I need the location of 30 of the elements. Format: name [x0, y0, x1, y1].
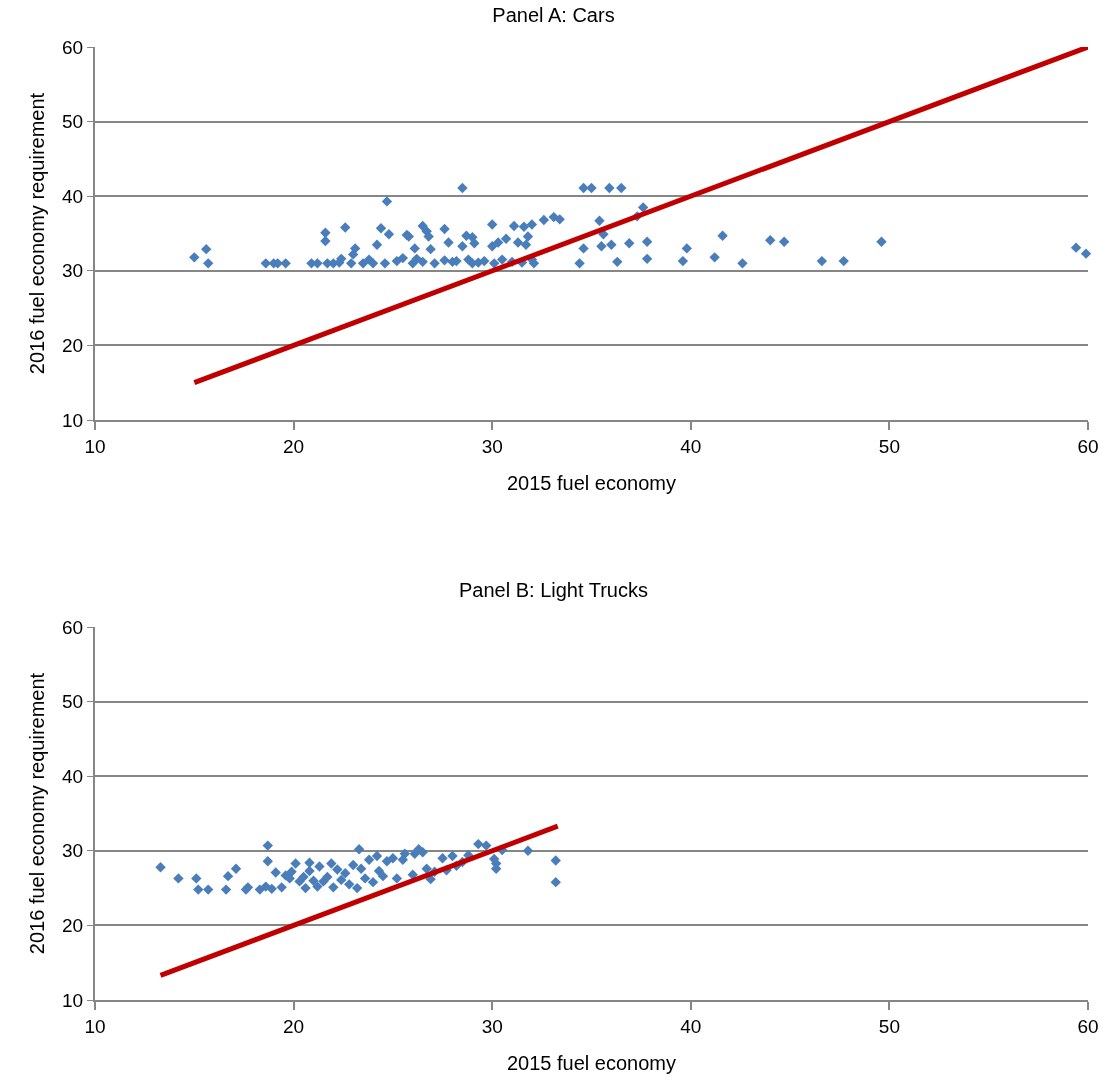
y-axis-title: 2016 fuel economy requirement: [26, 672, 49, 955]
x-tick-label: 30: [481, 435, 503, 457]
x-axis-title: 2015 fuel economy: [506, 1051, 677, 1074]
x-tick-label: 20: [283, 435, 305, 457]
y-tick-label: 30: [62, 260, 84, 282]
x-tick-label: 30: [481, 1015, 503, 1037]
y-tick-label: 40: [62, 765, 84, 787]
y-tick-label: 40: [62, 185, 84, 207]
x-tick-label: 40: [680, 435, 702, 457]
y-tick-label: 20: [62, 335, 84, 357]
y-axis-title: 2016 fuel economy requirement: [26, 92, 49, 375]
y-tick-label: 20: [62, 915, 84, 937]
y-tick-label: 60: [62, 616, 84, 638]
x-tick-label: 10: [84, 1015, 106, 1037]
x-axis-title: 2015 fuel economy: [506, 471, 677, 494]
x-tick-label: 50: [878, 1015, 900, 1037]
x-tick-label: 40: [680, 1015, 702, 1037]
x-tick-label: 60: [1077, 1015, 1099, 1037]
y-tick-label: 10: [62, 409, 84, 431]
chart-title: Panel A: Cars: [492, 4, 615, 27]
y-tick-label: 60: [62, 36, 84, 58]
chart-title: Panel B: Light Trucks: [459, 579, 648, 602]
y-tick-label: 50: [62, 691, 84, 713]
x-tick-label: 10: [84, 435, 106, 457]
x-tick-label: 20: [283, 1015, 305, 1037]
x-tick-label: 60: [1077, 435, 1099, 457]
y-tick-label: 50: [62, 111, 84, 133]
x-tick-label: 50: [878, 435, 900, 457]
y-tick-label: 10: [62, 989, 84, 1011]
y-tick-label: 30: [62, 840, 84, 862]
